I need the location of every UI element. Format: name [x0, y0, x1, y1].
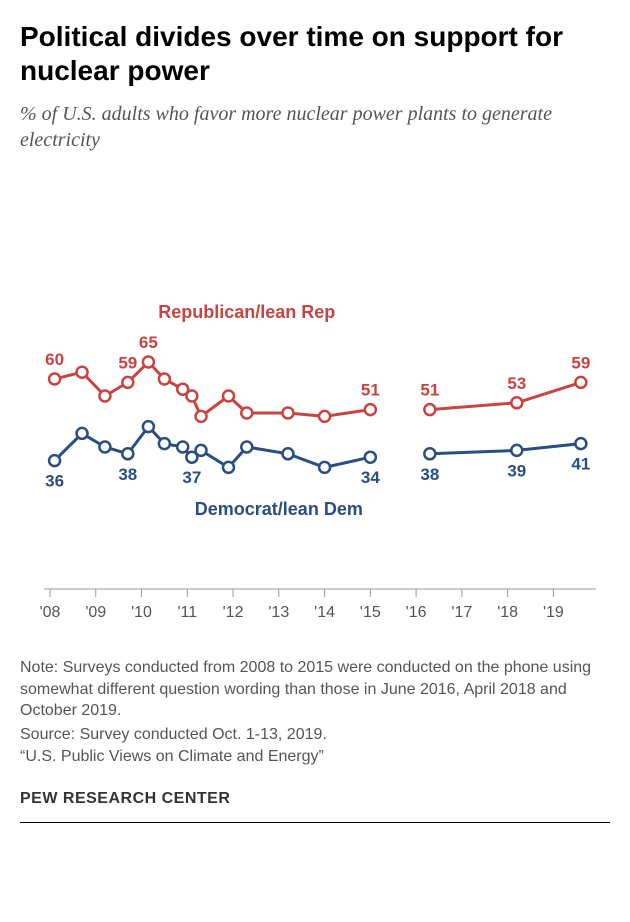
x-tick-label: '19: [543, 604, 564, 621]
x-tick-label: '18: [497, 604, 518, 621]
data-label: 36: [45, 472, 64, 491]
data-point: [143, 357, 154, 368]
data-point: [424, 404, 435, 415]
chart-source: Source: Survey conducted Oct. 1-13, 2019…: [20, 726, 610, 744]
data-label: 59: [118, 354, 137, 373]
x-tick-label: '10: [131, 604, 152, 621]
chart-note: Note: Surveys conducted from 2008 to 201…: [20, 657, 610, 722]
data-point: [186, 391, 197, 402]
series-legend: Democrat/lean Dem: [195, 499, 363, 519]
x-tick-label: '15: [360, 604, 381, 621]
data-point: [365, 404, 376, 415]
data-point: [223, 391, 234, 402]
publisher-footer: PEW RESEARCH CENTER: [20, 790, 610, 808]
x-tick-label: '17: [451, 604, 472, 621]
data-label: 38: [118, 465, 137, 484]
data-point: [77, 428, 88, 439]
data-point: [159, 374, 170, 385]
data-label: 59: [571, 354, 590, 373]
data-point: [122, 377, 133, 388]
data-label: 51: [420, 381, 439, 400]
data-label: 37: [182, 468, 201, 487]
data-point: [511, 445, 522, 456]
x-tick-label: '09: [85, 604, 106, 621]
data-point: [319, 411, 330, 422]
data-point: [319, 462, 330, 473]
data-point: [99, 442, 110, 453]
data-label: 51: [361, 381, 380, 400]
data-label: 41: [571, 455, 590, 474]
data-label: 38: [420, 465, 439, 484]
data-point: [77, 367, 88, 378]
data-point: [49, 374, 60, 385]
series-line: [430, 444, 581, 454]
series-legend: Republican/lean Rep: [158, 302, 335, 322]
data-point: [424, 448, 435, 459]
x-tick-label: '16: [406, 604, 427, 621]
data-point: [122, 448, 133, 459]
x-tick-label: '11: [177, 604, 197, 621]
x-tick-label: '13: [268, 604, 289, 621]
data-point: [49, 455, 60, 466]
data-point: [241, 408, 252, 419]
data-label: 53: [507, 374, 526, 393]
data-point: [365, 452, 376, 463]
data-point: [159, 438, 170, 449]
data-label: 60: [45, 350, 64, 369]
series-line: [55, 362, 371, 416]
data-point: [575, 438, 586, 449]
chart-reference: “U.S. Public Views on Climate and Energy…: [20, 748, 610, 766]
data-point: [196, 445, 207, 456]
data-point: [99, 391, 110, 402]
data-point: [241, 442, 252, 453]
data-point: [511, 397, 522, 408]
chart-title: Political divides over time on support f…: [20, 20, 610, 87]
data-point: [223, 462, 234, 473]
series-line: [430, 383, 581, 410]
bottom-rule: [20, 822, 610, 823]
x-tick-label: '14: [314, 604, 335, 621]
data-point: [177, 442, 188, 453]
data-label: 65: [139, 333, 158, 352]
chart-container: Political divides over time on support f…: [20, 20, 610, 823]
chart-plot-area: '08 '09 '10 '11 '12 '13 '14 '15 '16 '17 '18 '19 60 59…: [20, 183, 610, 643]
data-point: [282, 448, 293, 459]
data-label: 39: [507, 462, 526, 481]
data-point: [575, 377, 586, 388]
data-point: [143, 421, 154, 432]
data-point: [196, 411, 207, 422]
data-label: 34: [361, 468, 380, 487]
x-tick-label: '08: [40, 604, 61, 621]
data-point: [282, 408, 293, 419]
x-tick-label: '12: [223, 604, 244, 621]
chart-subtitle: % of U.S. adults who favor more nuclear …: [20, 101, 610, 153]
